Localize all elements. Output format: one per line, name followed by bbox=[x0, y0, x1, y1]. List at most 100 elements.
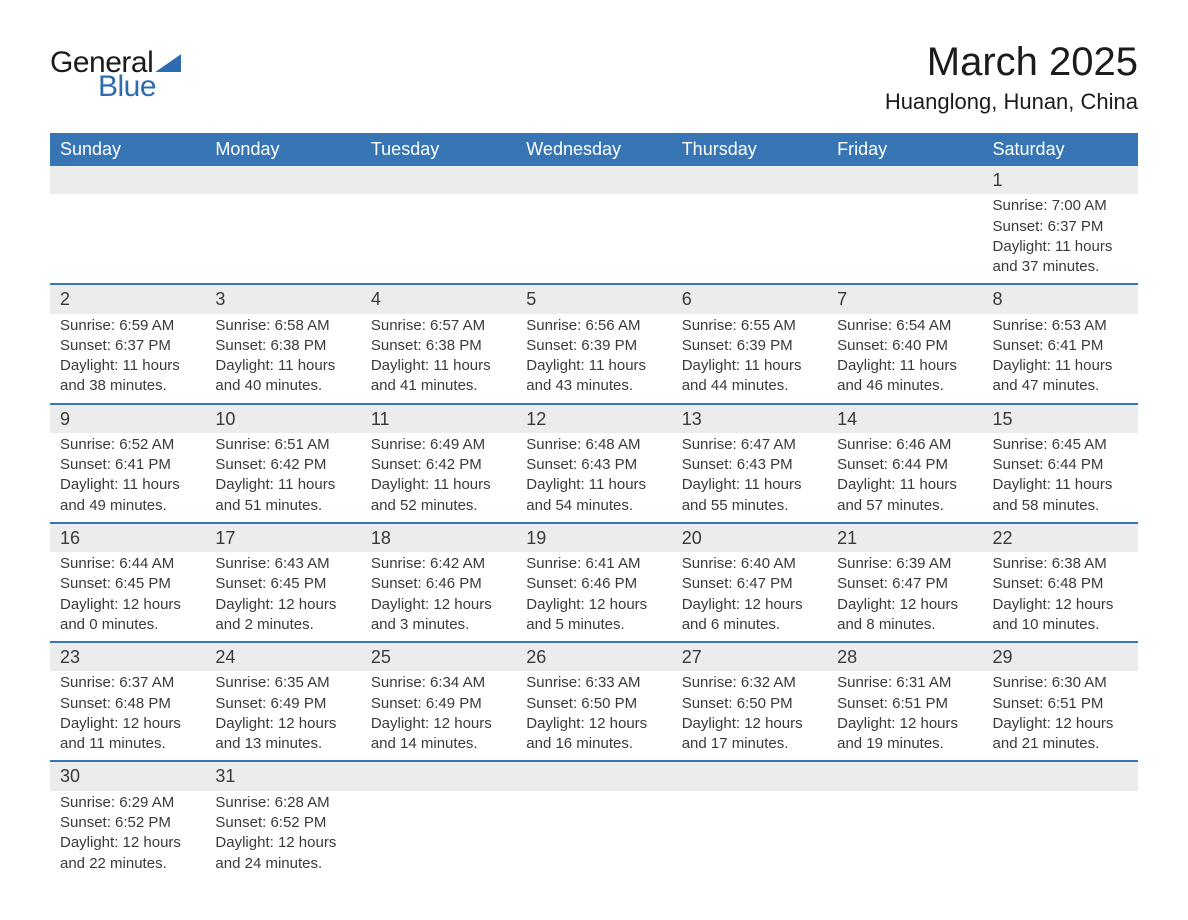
day-number: 27 bbox=[672, 643, 827, 671]
daylight-line2: and 21 minutes. bbox=[993, 734, 1128, 754]
daylight-line1: Daylight: 12 hours bbox=[526, 595, 661, 615]
sunrise-text: Sunrise: 6:32 AM bbox=[682, 673, 817, 693]
day-body-cell: Sunrise: 6:56 AMSunset: 6:39 PMDaylight:… bbox=[516, 314, 671, 404]
day-body-row: Sunrise: 6:59 AMSunset: 6:37 PMDaylight:… bbox=[50, 314, 1138, 404]
day-detail: Sunrise: 7:00 AMSunset: 6:37 PMDaylight:… bbox=[983, 194, 1138, 283]
day-detail: Sunrise: 6:47 AMSunset: 6:43 PMDaylight:… bbox=[672, 433, 827, 522]
day-number: 24 bbox=[205, 643, 360, 671]
day-number-cell: 2 bbox=[50, 284, 205, 313]
daylight-line2: and 51 minutes. bbox=[215, 496, 350, 516]
sunrise-text: Sunrise: 6:46 AM bbox=[837, 435, 972, 455]
day-number-cell: 3 bbox=[205, 284, 360, 313]
day-header: Saturday bbox=[983, 133, 1138, 166]
sunrise-text: Sunrise: 6:34 AM bbox=[371, 673, 506, 693]
daylight-line2: and 11 minutes. bbox=[60, 734, 195, 754]
day-number-cell: 1 bbox=[983, 166, 1138, 194]
day-number-cell: 19 bbox=[516, 523, 671, 552]
logo-word-2: Blue bbox=[98, 70, 156, 104]
daylight-line1: Daylight: 12 hours bbox=[526, 714, 661, 734]
day-number: 20 bbox=[672, 524, 827, 552]
day-number-cell bbox=[827, 761, 982, 790]
page-header: General Blue March 2025 Huanglong, Hunan… bbox=[50, 40, 1138, 115]
sunset-text: Sunset: 6:51 PM bbox=[837, 694, 972, 714]
day-detail: Sunrise: 6:44 AMSunset: 6:45 PMDaylight:… bbox=[50, 552, 205, 641]
day-number-cell: 25 bbox=[361, 642, 516, 671]
daylight-line2: and 44 minutes. bbox=[682, 376, 817, 396]
sunrise-text: Sunrise: 6:40 AM bbox=[682, 554, 817, 574]
day-header: Tuesday bbox=[361, 133, 516, 166]
day-number-cell: 21 bbox=[827, 523, 982, 552]
sunrise-text: Sunrise: 6:55 AM bbox=[682, 316, 817, 336]
sunset-text: Sunset: 6:38 PM bbox=[371, 336, 506, 356]
day-body-cell: Sunrise: 6:52 AMSunset: 6:41 PMDaylight:… bbox=[50, 433, 205, 523]
day-body-row: Sunrise: 6:37 AMSunset: 6:48 PMDaylight:… bbox=[50, 671, 1138, 761]
daylight-line1: Daylight: 12 hours bbox=[215, 714, 350, 734]
day-number: 3 bbox=[205, 285, 360, 313]
day-body-cell: Sunrise: 6:42 AMSunset: 6:46 PMDaylight:… bbox=[361, 552, 516, 642]
day-number-cell: 11 bbox=[361, 404, 516, 433]
day-header: Friday bbox=[827, 133, 982, 166]
sunset-text: Sunset: 6:41 PM bbox=[60, 455, 195, 475]
day-body-cell: Sunrise: 6:38 AMSunset: 6:48 PMDaylight:… bbox=[983, 552, 1138, 642]
day-detail: Sunrise: 6:43 AMSunset: 6:45 PMDaylight:… bbox=[205, 552, 360, 641]
daylight-line1: Daylight: 12 hours bbox=[837, 714, 972, 734]
day-body-cell: Sunrise: 6:51 AMSunset: 6:42 PMDaylight:… bbox=[205, 433, 360, 523]
day-number-cell: 18 bbox=[361, 523, 516, 552]
day-number: 5 bbox=[516, 285, 671, 313]
sunrise-text: Sunrise: 6:42 AM bbox=[371, 554, 506, 574]
location-subtitle: Huanglong, Hunan, China bbox=[885, 89, 1138, 115]
day-detail: Sunrise: 6:57 AMSunset: 6:38 PMDaylight:… bbox=[361, 314, 516, 403]
sunset-text: Sunset: 6:39 PM bbox=[682, 336, 817, 356]
day-number-cell bbox=[516, 761, 671, 790]
sunrise-text: Sunrise: 6:30 AM bbox=[993, 673, 1128, 693]
day-number-row: 1 bbox=[50, 166, 1138, 194]
daylight-line2: and 22 minutes. bbox=[60, 854, 195, 874]
calendar-table: Sunday Monday Tuesday Wednesday Thursday… bbox=[50, 133, 1138, 880]
day-number: 10 bbox=[205, 405, 360, 433]
day-body-cell bbox=[361, 791, 516, 880]
day-detail: Sunrise: 6:35 AMSunset: 6:49 PMDaylight:… bbox=[205, 671, 360, 760]
day-number-cell: 28 bbox=[827, 642, 982, 671]
day-body-cell: Sunrise: 6:55 AMSunset: 6:39 PMDaylight:… bbox=[672, 314, 827, 404]
daylight-line1: Daylight: 11 hours bbox=[837, 356, 972, 376]
daylight-line2: and 40 minutes. bbox=[215, 376, 350, 396]
day-number-row: 3031 bbox=[50, 761, 1138, 790]
day-number: 8 bbox=[983, 285, 1138, 313]
sunset-text: Sunset: 6:46 PM bbox=[371, 574, 506, 594]
day-number-cell: 29 bbox=[983, 642, 1138, 671]
day-number: 12 bbox=[516, 405, 671, 433]
day-number-cell: 5 bbox=[516, 284, 671, 313]
day-body-cell: Sunrise: 6:58 AMSunset: 6:38 PMDaylight:… bbox=[205, 314, 360, 404]
day-number-cell: 14 bbox=[827, 404, 982, 433]
sunrise-text: Sunrise: 6:44 AM bbox=[60, 554, 195, 574]
sunset-text: Sunset: 6:41 PM bbox=[993, 336, 1128, 356]
daylight-line2: and 57 minutes. bbox=[837, 496, 972, 516]
day-header: Monday bbox=[205, 133, 360, 166]
day-number-cell: 16 bbox=[50, 523, 205, 552]
daylight-line1: Daylight: 11 hours bbox=[215, 475, 350, 495]
month-title: March 2025 bbox=[885, 40, 1138, 85]
day-number-cell: 10 bbox=[205, 404, 360, 433]
day-detail: Sunrise: 6:31 AMSunset: 6:51 PMDaylight:… bbox=[827, 671, 982, 760]
day-number: 9 bbox=[50, 405, 205, 433]
day-detail: Sunrise: 6:41 AMSunset: 6:46 PMDaylight:… bbox=[516, 552, 671, 641]
daylight-line2: and 19 minutes. bbox=[837, 734, 972, 754]
sunset-text: Sunset: 6:49 PM bbox=[215, 694, 350, 714]
day-body-cell: Sunrise: 6:54 AMSunset: 6:40 PMDaylight:… bbox=[827, 314, 982, 404]
day-body-cell bbox=[672, 791, 827, 880]
day-body-row: Sunrise: 6:29 AMSunset: 6:52 PMDaylight:… bbox=[50, 791, 1138, 880]
daylight-line2: and 38 minutes. bbox=[60, 376, 195, 396]
day-body-cell: Sunrise: 6:49 AMSunset: 6:42 PMDaylight:… bbox=[361, 433, 516, 523]
day-number-cell: 4 bbox=[361, 284, 516, 313]
sunset-text: Sunset: 6:52 PM bbox=[60, 813, 195, 833]
daylight-line2: and 55 minutes. bbox=[682, 496, 817, 516]
daylight-line2: and 3 minutes. bbox=[371, 615, 506, 635]
sunrise-text: Sunrise: 6:41 AM bbox=[526, 554, 661, 574]
day-body-cell: Sunrise: 6:30 AMSunset: 6:51 PMDaylight:… bbox=[983, 671, 1138, 761]
day-number-cell: 23 bbox=[50, 642, 205, 671]
daylight-line2: and 14 minutes. bbox=[371, 734, 506, 754]
day-number-cell: 7 bbox=[827, 284, 982, 313]
day-detail: Sunrise: 6:46 AMSunset: 6:44 PMDaylight:… bbox=[827, 433, 982, 522]
daylight-line1: Daylight: 12 hours bbox=[371, 595, 506, 615]
daylight-line1: Daylight: 12 hours bbox=[993, 714, 1128, 734]
